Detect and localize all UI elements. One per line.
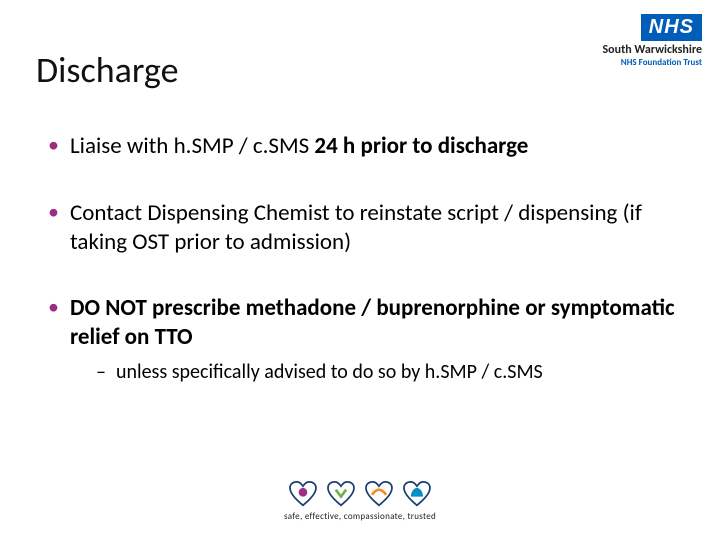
bullet-item: Contact Dispensing Chemist to reinstate … xyxy=(48,199,684,257)
page-title: Discharge xyxy=(36,48,684,92)
sub-bullet-text: unless specifically advised to do so by … xyxy=(116,360,543,384)
bullet-bold: 24 h prior to discharge xyxy=(314,132,528,160)
bullet-text: Liaise with h.SMP / c.SMS xyxy=(70,132,314,160)
trust-subtitle: NHS Foundation Trust xyxy=(603,57,703,68)
heart-icon xyxy=(403,481,431,507)
heart-icon xyxy=(289,481,317,507)
nhs-logo: NHS xyxy=(641,14,702,41)
trust-name: South Warwickshire xyxy=(603,43,703,57)
heart-icon xyxy=(327,481,355,507)
sub-bullet-list: unless specifically advised to do so by … xyxy=(70,360,684,385)
footer-caption: safe, effective, compassionate, trusted xyxy=(284,511,436,522)
sub-bullet-item: unless specifically advised to do so by … xyxy=(96,360,684,385)
bullet-bold: DO NOT prescribe methadone / buprenorphi… xyxy=(70,294,675,351)
bullet-item: DO NOT prescribe methadone / buprenorphi… xyxy=(48,294,684,385)
slide: NHS South Warwickshire NHS Foundation Tr… xyxy=(0,0,720,540)
bullet-text: Contact Dispensing Chemist to reinstate … xyxy=(70,199,642,256)
bullet-list: Liaise with h.SMP / c.SMS 24 h prior to … xyxy=(36,132,684,385)
footer-graphic: safe, effective, compassionate, trusted xyxy=(284,481,436,522)
hearts-row xyxy=(284,481,436,507)
bullet-item: Liaise with h.SMP / c.SMS 24 h prior to … xyxy=(48,132,684,161)
heart-icon xyxy=(365,481,393,507)
nhs-logo-block: NHS South Warwickshire NHS Foundation Tr… xyxy=(603,14,703,68)
